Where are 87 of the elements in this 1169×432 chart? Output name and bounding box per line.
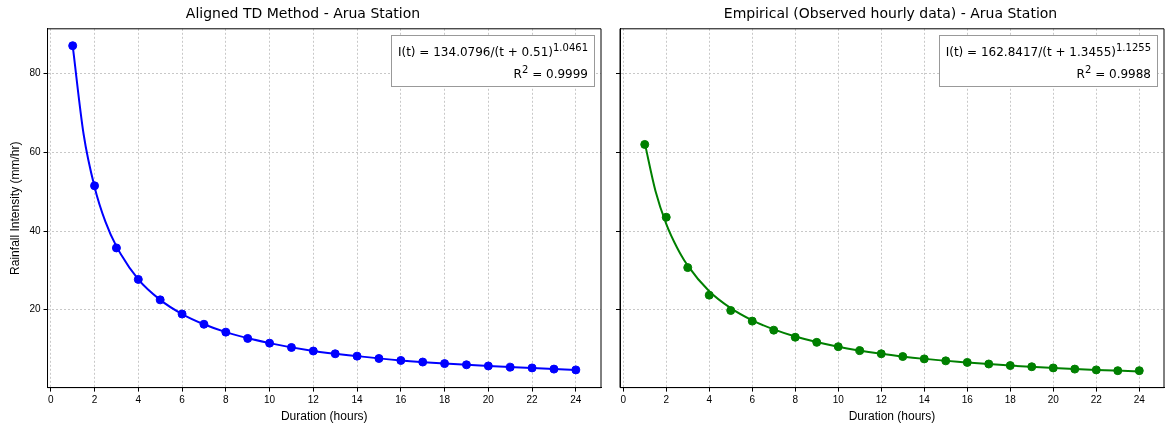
point	[571, 365, 581, 375]
point	[221, 327, 231, 337]
x-tick-label: 22	[1090, 394, 1103, 406]
point	[265, 338, 275, 348]
x-tick-label: 6	[749, 394, 756, 406]
point	[1048, 363, 1058, 373]
point	[640, 139, 650, 149]
point	[483, 361, 493, 371]
point	[440, 359, 450, 369]
y-tick-label: 60	[29, 146, 41, 158]
point	[1134, 366, 1144, 376]
x-tick-label: 8	[223, 394, 230, 406]
point	[704, 290, 714, 300]
x-tick-label: 8	[792, 394, 799, 406]
point	[941, 356, 951, 366]
x-axis-title: Duration (hours)	[280, 409, 368, 424]
point	[855, 346, 865, 356]
x-tick-label: 16	[395, 394, 407, 406]
point	[876, 349, 886, 359]
x-tick-label: 12	[875, 394, 888, 406]
point	[984, 359, 994, 369]
point	[111, 243, 121, 253]
x-tick-label: 14	[351, 394, 364, 406]
point	[177, 309, 187, 319]
point	[396, 355, 406, 365]
annotation: I(t) = 134.0796/(t + 0.51)$^{1.0461}$	[397, 40, 588, 61]
x-tick-label: 2	[91, 394, 98, 406]
point	[1005, 361, 1015, 371]
point	[790, 332, 800, 342]
annotation: R$^{2}$ = 0.9988	[1075, 62, 1151, 83]
x-tick-label: 0	[620, 394, 627, 406]
x-tick-label: 22	[526, 394, 539, 406]
annotation: R$^{2}$ = 0.9999	[512, 62, 588, 83]
point	[352, 351, 362, 361]
point	[199, 319, 209, 329]
point	[1113, 366, 1123, 376]
point	[505, 362, 515, 372]
point	[90, 181, 100, 191]
point	[919, 354, 929, 364]
point	[527, 363, 537, 373]
point	[374, 353, 384, 363]
point	[812, 337, 822, 347]
y-tick-label: 40	[29, 224, 41, 236]
y-axis-title: Rainfall Intensity (mm/hr)	[7, 141, 22, 275]
x-tick-label: 24	[570, 394, 582, 406]
y-tick-label: 80	[29, 67, 41, 79]
point	[286, 342, 296, 352]
x-tick-label: 20	[1047, 394, 1060, 406]
x-tick-label: 10	[264, 394, 276, 406]
x-tick-label: 2	[663, 394, 670, 406]
x-tick-label: 6	[179, 394, 186, 406]
point	[461, 360, 471, 370]
point	[68, 41, 78, 51]
x-tick-label: 20	[482, 394, 495, 406]
x-tick-label: 18	[439, 394, 451, 406]
point	[726, 305, 736, 315]
point	[308, 346, 318, 356]
point	[683, 263, 693, 273]
point	[243, 333, 253, 343]
x-tick-label: 0	[48, 394, 55, 406]
annotation: I(t) = 162.8417/(t + 1.3455)$^{1.1255}$	[945, 40, 1151, 61]
x-axis-title: Duration (hours)	[848, 409, 936, 424]
point	[1070, 364, 1080, 374]
point	[769, 325, 779, 335]
point	[549, 364, 559, 374]
x-tick-label: 14	[918, 394, 931, 406]
point	[133, 274, 143, 284]
y-tick-label: 20	[29, 303, 41, 315]
x-tick-label: 4	[135, 394, 142, 406]
x-tick-label: 10	[832, 394, 845, 406]
chart-title: Aligned TD Method - Arua Station	[185, 5, 421, 22]
point	[833, 342, 843, 352]
point	[155, 295, 165, 305]
x-tick-label: 24	[1133, 394, 1146, 406]
x-tick-label: 18	[1004, 394, 1017, 406]
point	[1091, 365, 1101, 375]
x-tick-label: 4	[706, 394, 713, 406]
point	[330, 349, 340, 359]
point	[962, 357, 972, 367]
point	[418, 357, 428, 367]
point	[747, 316, 757, 326]
point	[661, 212, 671, 222]
point	[1027, 362, 1037, 372]
point	[898, 352, 908, 362]
chart-title: Empirical (Observed hourly data) - Arua Station	[723, 5, 1058, 22]
x-tick-label: 12	[307, 394, 320, 406]
x-tick-label: 16	[961, 394, 974, 406]
